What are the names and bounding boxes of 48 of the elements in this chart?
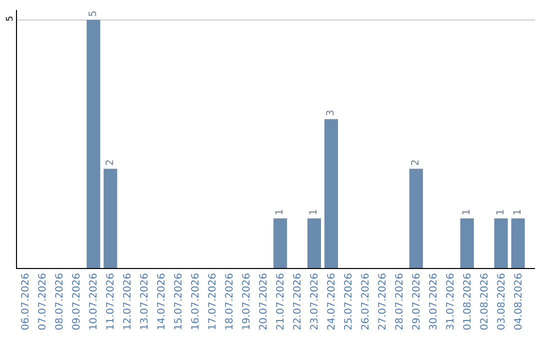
- x-tick-label: 20.07.2026: [258, 273, 270, 330]
- bar: [460, 218, 474, 268]
- x-tick-label: 12.07.2026: [122, 273, 134, 330]
- data-label: 1: [496, 209, 507, 216]
- bar: [104, 168, 118, 268]
- x-tick-label: 24.07.2026: [326, 273, 338, 330]
- bar: [409, 168, 423, 268]
- x-tick-label: 11.07.2026: [106, 273, 117, 330]
- x-tick-label: 04.08.2026: [513, 273, 524, 330]
- data-label: 2: [410, 159, 422, 166]
- data-label: 3: [326, 110, 337, 116]
- x-tick-label: 07.07.2026: [38, 273, 49, 330]
- x-tick-label: 31.07.2026: [445, 273, 456, 330]
- x-tick-label: 09.07.2026: [72, 273, 83, 330]
- x-tick-label: 17.07.2026: [208, 273, 219, 330]
- x-tick-label: 23.07.2026: [309, 273, 320, 330]
- x-tick-label: 18.07.2026: [224, 273, 236, 330]
- data-label: 1: [462, 209, 473, 216]
- data-label: 1: [274, 209, 286, 216]
- data-label: 2: [104, 159, 116, 166]
- x-tick-label: 06.07.2026: [20, 273, 32, 330]
- x-tick-label: 30.07.2026: [428, 273, 440, 330]
- bar: [307, 218, 322, 268]
- x-tick-label: 25.07.2026: [343, 273, 354, 330]
- x-tick-label: 29.07.2026: [411, 273, 422, 330]
- bar: [86, 20, 100, 268]
- x-tick-label: 14.07.2026: [156, 273, 168, 330]
- x-tick-label: 03.08.2026: [496, 273, 508, 330]
- data-label: 1: [308, 209, 320, 216]
- x-tick-label: 19.07.2026: [242, 273, 253, 330]
- x-tick-label: 08.07.2026: [54, 273, 66, 330]
- x-tick-label: 21.07.2026: [276, 273, 286, 330]
- bar: [324, 119, 338, 268]
- x-tick-label: 22.07.2026: [292, 273, 304, 330]
- bar: [273, 218, 288, 268]
- x-tick-label: 26.07.2026: [360, 273, 372, 330]
- bar: [494, 218, 508, 268]
- x-tick-label: 01.08.2026: [462, 273, 474, 330]
- x-tick-label: 28.07.2026: [394, 273, 406, 330]
- x-tick-label: 10.07.2026: [88, 273, 100, 330]
- bar: [511, 218, 525, 268]
- x-tick-label: 02.08.2026: [479, 273, 490, 330]
- x-tick-label: 15.07.2026: [174, 273, 185, 330]
- data-label: 5: [88, 10, 99, 17]
- x-tick-label: 16.07.2026: [190, 273, 202, 330]
- data-label: 1: [512, 209, 524, 216]
- x-tick-label: 27.07.2026: [377, 273, 388, 330]
- x-tick-label: 13.07.2026: [140, 273, 151, 330]
